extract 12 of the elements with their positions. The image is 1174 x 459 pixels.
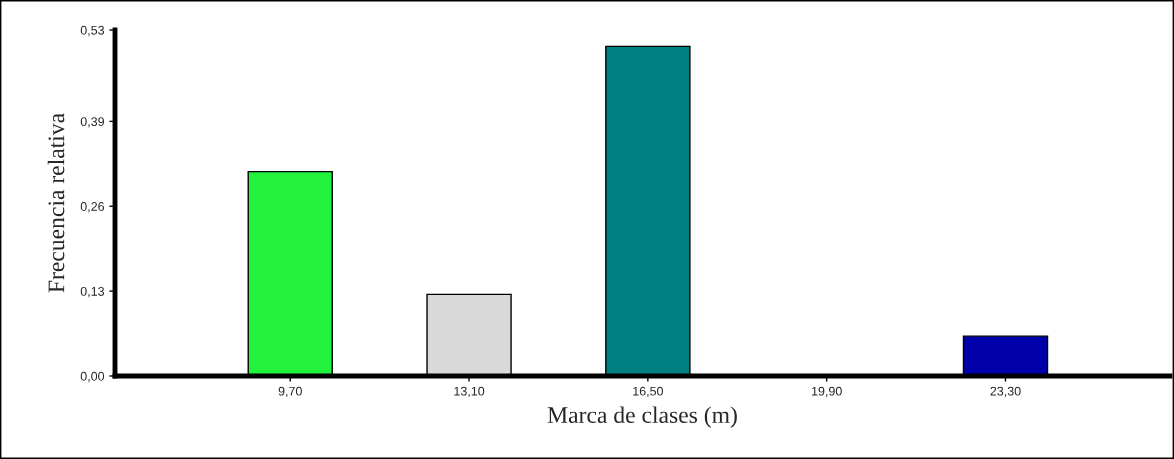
y-axis-title: Frecuencia relativa [47, 113, 65, 293]
y-tick-label: 0,53 [80, 25, 105, 37]
y-tick-label: 0,39 [80, 117, 104, 128]
x-tick-label: 19,90 [811, 386, 842, 398]
x-tick-label: 13,10 [454, 386, 485, 398]
y-tick-label: 0,00 [80, 371, 105, 383]
x-axis-title: Marca de clases (m) [547, 406, 737, 428]
x-tick-label: 23,30 [990, 386, 1021, 398]
x-tick-label: 16,50 [633, 386, 664, 398]
y-tick-label: 0,13 [80, 286, 105, 298]
x-tick-label: 9,70 [278, 386, 302, 398]
y-tick-label: 0,26 [80, 202, 105, 213]
